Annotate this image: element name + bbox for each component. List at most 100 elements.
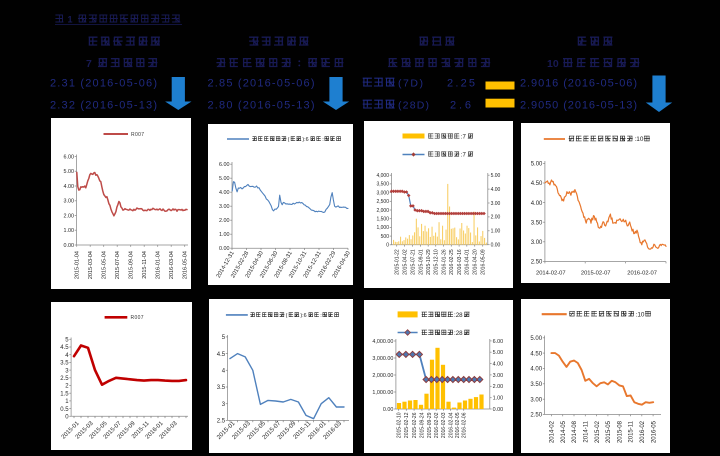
svg-text:2016-03-04: 2016-03-04	[169, 251, 175, 279]
svg-text:2014-08: 2014-08	[572, 420, 578, 443]
svg-text:2016-04-01: 2016-04-01	[465, 249, 471, 275]
svg-text:2.00: 2.00	[493, 384, 504, 390]
svg-text:5.00: 5.00	[531, 162, 543, 168]
svg-text:2016-01-04: 2016-01-04	[156, 251, 162, 279]
svg-text:4.50: 4.50	[531, 181, 543, 187]
svg-text:(: (	[286, 313, 288, 319]
svg-text:4.5: 4.5	[217, 352, 226, 358]
svg-text:0.5: 0.5	[60, 407, 69, 413]
svg-text:2016-05: 2016-05	[651, 420, 657, 443]
svg-text:2.6: 2.6	[450, 100, 471, 112]
svg-text:3,500: 3,500	[376, 182, 389, 188]
svg-text:2015-01-22: 2015-01-22	[395, 249, 401, 275]
svg-text:2015-09-24: 2015-09-24	[420, 412, 426, 438]
svg-text::: :	[320, 313, 322, 319]
svg-text:1.00: 1.00	[493, 396, 504, 402]
svg-text:(28D): (28D)	[398, 100, 429, 112]
svg-text:5.00: 5.00	[64, 169, 75, 175]
svg-text:):6: ):6	[300, 313, 306, 319]
svg-text:4.00: 4.00	[64, 184, 75, 190]
svg-text:6.00: 6.00	[219, 162, 230, 168]
svg-text:1: 1	[68, 15, 73, 25]
svg-text:6.00: 6.00	[493, 339, 504, 345]
svg-text:0.00: 0.00	[493, 407, 504, 413]
svg-text:3: 3	[222, 402, 226, 408]
svg-text:1: 1	[65, 399, 69, 405]
svg-text:3.00: 3.00	[64, 199, 75, 205]
svg-text:0.00: 0.00	[491, 243, 501, 249]
svg-text:4.50: 4.50	[530, 351, 542, 357]
svg-text:2015-05-04: 2015-05-04	[102, 251, 108, 279]
svg-text:(: (	[288, 137, 290, 143]
svg-text:3.00: 3.00	[530, 397, 542, 403]
svg-text:R007: R007	[131, 315, 144, 321]
svg-text:2016-05-04: 2016-05-04	[183, 251, 189, 279]
svg-text:5: 5	[222, 335, 226, 341]
svg-text:1,500: 1,500	[376, 217, 389, 223]
svg-text:0.00: 0.00	[383, 407, 394, 413]
svg-text:2.25: 2.25	[447, 78, 475, 90]
svg-text:2015-05: 2015-05	[606, 420, 612, 443]
svg-text:2.9016 (2016-05-06): 2.9016 (2016-05-06)	[520, 78, 637, 90]
svg-text:5: 5	[65, 338, 69, 344]
svg-text:4.00: 4.00	[493, 362, 504, 368]
svg-text:2015-09-29: 2015-09-29	[427, 412, 433, 438]
svg-text:2.5: 2.5	[217, 419, 226, 425]
svg-text:2.85 (2016-05-06): 2.85 (2016-05-06)	[208, 78, 315, 90]
svg-text:4: 4	[222, 369, 226, 375]
svg-text:5.00: 5.00	[493, 350, 504, 356]
svg-text:3.00: 3.00	[531, 240, 543, 246]
svg-text:2015-11: 2015-11	[629, 420, 635, 442]
svg-text:2015-03-04: 2015-03-04	[88, 251, 94, 279]
svg-text:2.5: 2.5	[60, 376, 69, 382]
svg-text:1.5: 1.5	[60, 391, 69, 397]
svg-text:3: 3	[65, 368, 69, 374]
svg-text:2015-08: 2015-08	[617, 420, 623, 443]
svg-text:3.50: 3.50	[531, 220, 543, 226]
svg-text:2.80 (2016-05-13): 2.80 (2016-05-13)	[208, 100, 315, 112]
svg-text:2016-02-05: 2016-02-05	[455, 412, 461, 438]
svg-text:2016-03-16: 2016-03-16	[457, 249, 463, 275]
svg-text:3.50: 3.50	[530, 382, 542, 388]
svg-text:2014-02-07: 2014-02-07	[536, 271, 566, 277]
svg-text:2015-09-01: 2015-09-01	[418, 249, 424, 275]
svg-text:2.50: 2.50	[531, 260, 543, 266]
svg-text:2015-04-02: 2015-04-02	[402, 249, 408, 275]
svg-text:6.00: 6.00	[64, 154, 75, 160]
svg-text:2015-09-04: 2015-09-04	[129, 251, 135, 279]
svg-text:4,000: 4,000	[376, 173, 389, 179]
svg-text:4.5: 4.5	[60, 345, 69, 351]
svg-text:2.00: 2.00	[491, 215, 501, 221]
svg-text:2016-02-04: 2016-02-04	[448, 412, 454, 438]
svg-text:(7D): (7D)	[398, 78, 423, 90]
svg-text:2014-05: 2014-05	[561, 420, 567, 443]
svg-text:2.00: 2.00	[64, 213, 75, 219]
svg-text::: :	[322, 137, 324, 143]
svg-text:2014-02: 2014-02	[550, 420, 556, 443]
svg-text:2.00: 2.00	[219, 218, 230, 224]
svg-text:4.00: 4.00	[491, 187, 501, 193]
svg-text:0.00: 0.00	[64, 243, 75, 249]
svg-text:4.00: 4.00	[219, 190, 230, 196]
svg-text:2015-10-29: 2015-10-29	[426, 249, 432, 275]
svg-text:5.00: 5.00	[530, 336, 542, 342]
svg-text:0: 0	[386, 243, 389, 249]
svg-text:2.50: 2.50	[530, 413, 542, 419]
svg-text:3.00: 3.00	[219, 204, 230, 210]
svg-text:1.00: 1.00	[64, 228, 75, 234]
svg-text:3.00: 3.00	[493, 373, 504, 379]
svg-text:2,500: 2,500	[376, 199, 389, 205]
svg-text:2015-02-12: 2015-02-12	[404, 412, 410, 438]
svg-text:2,000.00: 2,000.00	[372, 373, 393, 379]
svg-text:3.5: 3.5	[60, 361, 69, 367]
svg-text:2015-07-21: 2015-07-21	[410, 249, 416, 275]
svg-text:2.31 (2016-05-06): 2.31 (2016-05-06)	[50, 78, 157, 90]
svg-text:2: 2	[65, 384, 69, 390]
svg-text:2016-02: 2016-02	[640, 420, 646, 443]
svg-text:):6: ):6	[302, 137, 308, 143]
svg-text:3,000: 3,000	[376, 190, 389, 196]
svg-text:3.00: 3.00	[491, 201, 501, 207]
svg-text:4.00: 4.00	[531, 201, 543, 207]
svg-text:2016-02-03: 2016-02-03	[441, 412, 447, 438]
svg-text:2015-07-04: 2015-07-04	[115, 251, 121, 279]
